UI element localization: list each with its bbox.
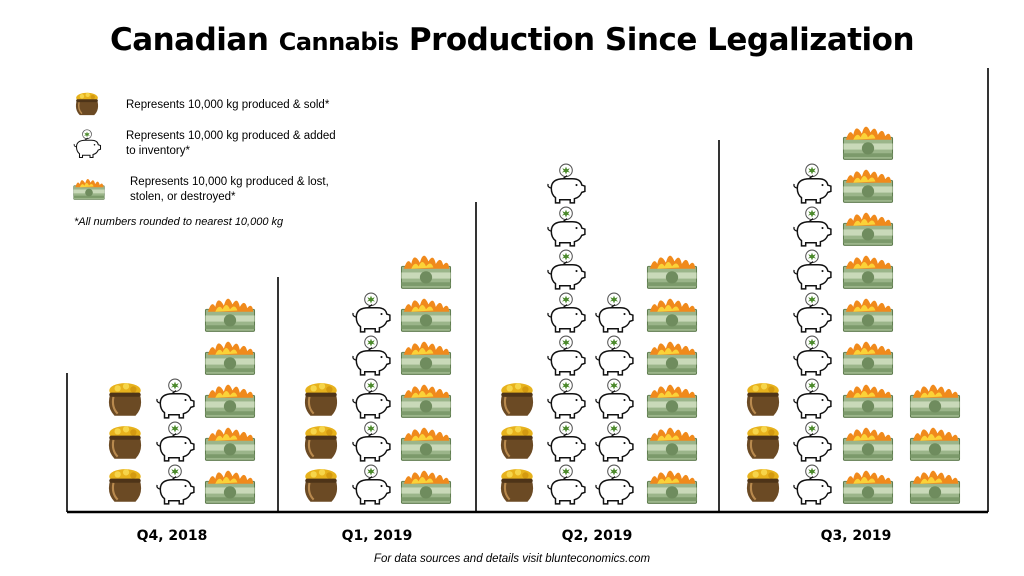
piggy-bank-icon bbox=[547, 249, 586, 290]
burning-money-icon bbox=[909, 383, 961, 419]
legend-text-sold: Represents 10,000 kg produced & sold* bbox=[126, 99, 330, 111]
piggy-bank-icon bbox=[595, 464, 634, 505]
burning-money-icon bbox=[646, 426, 698, 462]
piggy-bank-icon bbox=[595, 335, 634, 376]
pot-of-gold-icon bbox=[499, 425, 535, 460]
burning-money-icon bbox=[400, 469, 452, 505]
title-part-3: Production Since Legalization bbox=[398, 22, 915, 58]
pot-of-gold-icon bbox=[745, 425, 781, 460]
burning-money-icon bbox=[400, 254, 452, 290]
legend-item-sold: Represents 10,000 kg produced & sold* bbox=[72, 92, 346, 118]
piggy-bank-icon bbox=[793, 378, 832, 419]
piggy-bank-icon bbox=[793, 206, 832, 247]
burning-money-icon bbox=[842, 254, 894, 290]
title-part-2: Cannabis bbox=[278, 28, 399, 56]
burning-money-icon bbox=[204, 297, 256, 333]
piggy-bank-icon bbox=[352, 421, 391, 462]
pot-of-gold-icon bbox=[499, 382, 535, 417]
piggy-bank-icon bbox=[547, 464, 586, 505]
pot-of-gold-icon bbox=[745, 468, 781, 503]
burning-money-icon bbox=[646, 340, 698, 376]
burning-money-icon bbox=[400, 383, 452, 419]
legend-item-lost: Represents 10,000 kg produced & lost, st… bbox=[72, 175, 350, 205]
pot-of-gold-icon bbox=[499, 468, 535, 503]
burning-money-icon bbox=[400, 297, 452, 333]
group-2: Q2, 2019 bbox=[499, 163, 698, 544]
burning-money-icon bbox=[204, 469, 256, 505]
piggy-bank-icon bbox=[352, 335, 391, 376]
burning-money-icon bbox=[646, 469, 698, 505]
category-label-0: Q4, 2018 bbox=[137, 528, 208, 544]
piggy-bank-icon bbox=[595, 378, 634, 419]
pot-of-gold-icon bbox=[107, 425, 143, 460]
source-note: For data sources and details visit blunt… bbox=[373, 553, 651, 565]
legend-footnote: *All numbers rounded to nearest 10,000 k… bbox=[74, 216, 284, 228]
burning-money-icon bbox=[909, 426, 961, 462]
piggy-bank-icon bbox=[352, 378, 391, 419]
pot-of-gold-icon bbox=[745, 382, 781, 417]
burning-money-icon bbox=[842, 168, 894, 204]
title-part-1: Canadian bbox=[109, 22, 279, 58]
burning-money-icon bbox=[400, 426, 452, 462]
pot-of-gold-icon bbox=[303, 425, 339, 460]
burning-money-icon bbox=[842, 383, 894, 419]
burning-money-icon bbox=[842, 469, 894, 505]
pot-of-gold-icon bbox=[303, 468, 339, 503]
burning-money-icon bbox=[842, 125, 894, 161]
group-1: Q1, 2019 bbox=[303, 254, 452, 544]
burning-money-icon bbox=[400, 340, 452, 376]
piggy-bank-icon bbox=[547, 163, 586, 204]
burning-money-icon bbox=[646, 254, 698, 290]
burning-money-icon bbox=[842, 297, 894, 333]
burning-money-icon bbox=[842, 340, 894, 376]
piggy-bank-icon bbox=[793, 292, 832, 333]
piggy-bank-icon bbox=[793, 464, 832, 505]
piggy-bank-icon bbox=[595, 292, 634, 333]
piggy-bank-icon bbox=[547, 378, 586, 419]
burning-money-icon bbox=[204, 383, 256, 419]
piggy-bank-icon bbox=[547, 206, 586, 247]
piggy-bank-icon bbox=[547, 292, 586, 333]
pot-of-gold-icon bbox=[303, 382, 339, 417]
piggy-bank-icon bbox=[156, 378, 195, 419]
burning-money-icon bbox=[842, 211, 894, 247]
category-label-3: Q3, 2019 bbox=[821, 528, 892, 544]
piggy-bank-icon bbox=[547, 335, 586, 376]
category-label-1: Q1, 2019 bbox=[342, 528, 413, 544]
piggy-bank-icon bbox=[156, 464, 195, 505]
piggy-bank-icon bbox=[793, 163, 832, 204]
piggy-bank-icon bbox=[793, 249, 832, 290]
pot-of-gold-icon bbox=[107, 382, 143, 417]
group-0: Q4, 2018 bbox=[107, 297, 256, 544]
burning-money-icon bbox=[204, 426, 256, 462]
piggy-bank-icon bbox=[595, 421, 634, 462]
piggy-bank-icon bbox=[352, 292, 391, 333]
group-3: Q3, 2019 bbox=[745, 125, 961, 544]
piggy-bank-icon bbox=[547, 421, 586, 462]
burning-money-icon bbox=[204, 340, 256, 376]
piggy-bank-icon bbox=[352, 464, 391, 505]
burning-money-icon bbox=[909, 469, 961, 505]
piggy-bank-icon bbox=[156, 421, 195, 462]
category-label-2: Q2, 2019 bbox=[562, 528, 633, 544]
burning-money-icon bbox=[842, 426, 894, 462]
burning-money-icon bbox=[646, 383, 698, 419]
legend-text-inventory: Represents 10,000 kg produced & added to… bbox=[126, 130, 336, 157]
pot-of-gold-icon bbox=[107, 468, 143, 503]
piggy-bank-icon bbox=[793, 421, 832, 462]
burning-money-icon bbox=[646, 297, 698, 333]
piggy-bank-icon bbox=[793, 335, 832, 376]
chart-title: Canadian Cannabis Production Since Legal… bbox=[0, 22, 1024, 58]
legend-item-inventory: Represents 10,000 kg produced & added to… bbox=[72, 129, 346, 159]
legend-text-lost: Represents 10,000 kg produced & lost, st… bbox=[130, 176, 329, 203]
